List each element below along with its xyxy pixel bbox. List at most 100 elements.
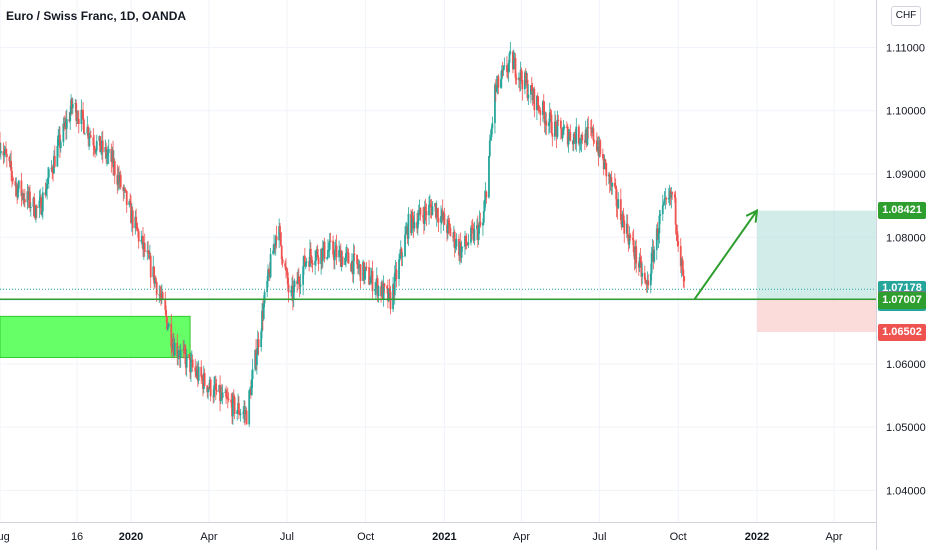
candle-body xyxy=(267,269,269,281)
candle-body xyxy=(261,310,263,332)
candle-body xyxy=(76,118,78,121)
candle-body xyxy=(437,217,440,223)
candle-body xyxy=(112,150,114,168)
candle-body xyxy=(329,240,332,242)
candle-body xyxy=(105,147,108,159)
candle-body xyxy=(82,110,84,120)
candle-body xyxy=(269,254,272,278)
candle-body xyxy=(0,151,2,154)
candle-body xyxy=(554,121,557,127)
candle-body xyxy=(142,236,144,250)
y-tick-label: 1.04000 xyxy=(886,485,926,497)
candle-body xyxy=(155,281,158,295)
price-tag: 1.06502 xyxy=(878,323,926,341)
candle-body xyxy=(542,101,545,112)
candle-body xyxy=(663,199,666,203)
candle-body xyxy=(95,150,97,152)
candle-body xyxy=(470,227,473,229)
candle-body xyxy=(488,140,491,157)
candle-body xyxy=(10,160,13,171)
candle-body xyxy=(431,206,434,216)
candle-body xyxy=(443,213,446,225)
candle-body xyxy=(377,286,380,297)
candle-body xyxy=(188,354,191,358)
candle-body xyxy=(491,123,494,129)
candle-body xyxy=(520,69,523,81)
candle-body xyxy=(272,250,275,255)
candle-body xyxy=(124,189,127,191)
candle-body xyxy=(428,204,430,216)
candle-body xyxy=(539,110,542,115)
candle-body xyxy=(191,359,194,368)
candle-body xyxy=(299,284,302,287)
candle-body xyxy=(239,413,242,415)
candle-body xyxy=(601,154,604,158)
candle-body xyxy=(214,383,217,391)
candle-body xyxy=(53,155,56,167)
candle-body xyxy=(650,252,653,274)
candle-body xyxy=(581,134,584,141)
candle-body xyxy=(323,241,326,259)
candle-body xyxy=(526,79,529,99)
candle-body xyxy=(262,303,265,319)
candle-body xyxy=(579,142,582,144)
candle-body xyxy=(11,170,13,178)
candle-body xyxy=(40,197,43,215)
candle-body xyxy=(423,206,426,224)
currency-button[interactable]: CHF xyxy=(891,6,921,26)
candle-body xyxy=(166,316,168,330)
candle-body xyxy=(321,247,324,262)
candle-body xyxy=(640,260,643,277)
candle-body xyxy=(297,276,300,283)
candle-body xyxy=(536,96,539,106)
candle-body xyxy=(62,123,65,143)
candle-body xyxy=(94,148,96,151)
candle-body xyxy=(149,255,152,278)
x-tick-label: Jul xyxy=(592,531,606,543)
y-tick-label: 1.09000 xyxy=(886,169,926,181)
candle-body xyxy=(461,246,464,248)
candle-body xyxy=(147,250,150,253)
candle-body xyxy=(485,191,488,198)
candle-body xyxy=(359,264,362,281)
candle-body xyxy=(515,77,518,80)
candle-body xyxy=(509,51,512,54)
candle-body xyxy=(628,235,631,245)
candle-body xyxy=(71,99,73,109)
candle-body xyxy=(8,156,11,162)
candle-body xyxy=(136,229,139,232)
candle-body xyxy=(124,188,126,190)
candle-body xyxy=(71,103,74,109)
candle-body xyxy=(165,309,168,317)
candle-body xyxy=(495,85,498,92)
candle-body xyxy=(521,80,524,90)
candle-body xyxy=(279,232,282,246)
candle-body xyxy=(35,206,38,208)
candle-body xyxy=(357,266,360,269)
candle-body xyxy=(101,140,104,153)
candle-body xyxy=(448,223,451,228)
candle-body xyxy=(506,65,508,72)
candle-body xyxy=(274,236,277,247)
candle-body xyxy=(506,71,509,73)
candle-body xyxy=(404,234,406,257)
candle-body xyxy=(548,112,551,123)
candle-body xyxy=(197,366,200,381)
candle-body xyxy=(514,57,517,78)
candle-body xyxy=(153,266,156,284)
candle-body xyxy=(5,149,7,155)
candle-body xyxy=(215,390,218,392)
candle-body xyxy=(647,280,650,286)
candle-body xyxy=(284,263,287,267)
candle-body xyxy=(317,257,320,265)
candle-body xyxy=(106,155,108,159)
candle-body xyxy=(392,284,394,310)
candle-body xyxy=(440,216,442,223)
candle-body xyxy=(398,259,400,279)
candle-body xyxy=(670,192,673,198)
candle-body xyxy=(69,112,72,122)
price-tag: 1.08421 xyxy=(878,202,926,220)
candle-body xyxy=(137,231,140,242)
candle-body xyxy=(100,150,102,153)
